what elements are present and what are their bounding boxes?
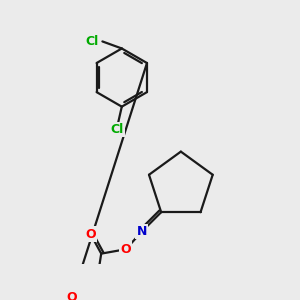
Text: Cl: Cl xyxy=(85,35,99,48)
Text: O: O xyxy=(121,243,131,256)
Text: O: O xyxy=(67,291,77,300)
Text: O: O xyxy=(85,228,96,241)
Text: N: N xyxy=(136,225,147,238)
Text: Cl: Cl xyxy=(111,123,124,136)
